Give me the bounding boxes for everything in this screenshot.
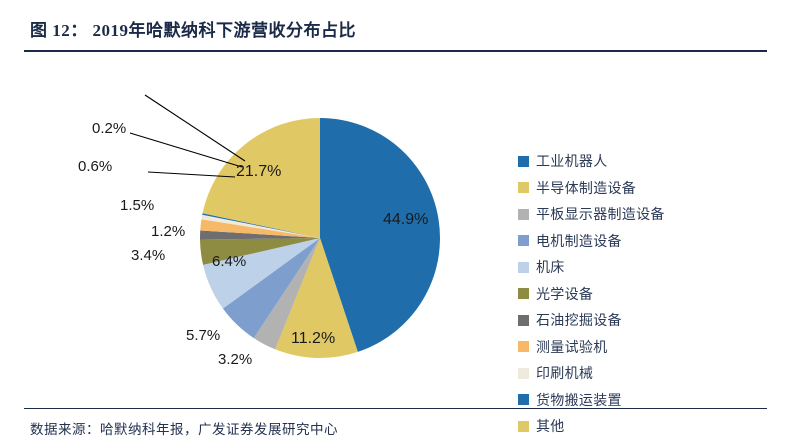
- pie-slice[interactable]: [275, 238, 358, 358]
- pie-slice[interactable]: [222, 238, 320, 339]
- slice-label-measuring: 1.5%: [120, 197, 155, 214]
- slice-label-cargo: 0.2%: [92, 120, 127, 137]
- legend-item-label: 货物搬运装置: [536, 393, 622, 409]
- legend-item[interactable]: 测量试验机: [518, 334, 768, 361]
- legend-item-label: 平板显示器制造设备: [536, 208, 665, 224]
- pie-chart-svg: [129, 94, 440, 358]
- legend-swatch-icon: [518, 208, 529, 220]
- leader-line-group: [129, 94, 246, 178]
- legend-item-label: 机床: [536, 261, 565, 277]
- legend-swatch-icon: [518, 261, 529, 273]
- leader-line-cargo: [144, 94, 246, 162]
- legend-item-label: 石油挖掘设备: [536, 314, 622, 330]
- legend-swatch-icon: [518, 314, 529, 326]
- pie-slice[interactable]: [203, 238, 320, 309]
- legend-swatch-icon: [518, 367, 529, 379]
- pie-slice[interactable]: [253, 238, 320, 350]
- legend-item-label: 电机制造设备: [536, 234, 622, 250]
- legend-item-label: 工业机器人: [536, 155, 608, 171]
- leader-line-measuring: [147, 171, 236, 178]
- legend-swatch-icon: [518, 420, 529, 432]
- slice-label-other: 11.2%: [291, 330, 336, 347]
- legend-item[interactable]: 机床: [518, 254, 768, 281]
- slice-label-optical: 3.4%: [131, 247, 166, 264]
- legend-swatch-icon: [518, 182, 529, 194]
- pie-slice[interactable]: [200, 230, 320, 240]
- legend-item[interactable]: 其他: [518, 413, 768, 440]
- legend-swatch-icon: [518, 341, 529, 353]
- legend-item[interactable]: 货物搬运装置: [518, 387, 768, 414]
- pie-slice[interactable]: [202, 118, 320, 238]
- legend-swatch-icon: [518, 288, 529, 300]
- legend-item[interactable]: 半导体制造设备: [518, 175, 768, 202]
- slice-label-printing: 0.6%: [78, 158, 113, 175]
- legend-item[interactable]: 平板显示器制造设备: [518, 201, 768, 228]
- legend-swatch-icon: [518, 155, 529, 167]
- title-divider: [24, 50, 767, 52]
- page-title: 图 12： 2019年哈默纳科下游营收分布占比: [30, 21, 356, 40]
- leader-line-printing: [129, 132, 243, 168]
- pie-slice[interactable]: [200, 219, 320, 238]
- legend-item[interactable]: 石油挖掘设备: [518, 307, 768, 334]
- pie-chart: 44.9% 21.7% 11.2% 6.4% 5.7% 3.2% 3.4% 1.…: [0, 55, 791, 435]
- slice-label-motor: 5.7%: [186, 327, 221, 344]
- legend-item[interactable]: 光学设备: [518, 281, 768, 308]
- pie-slice-group: [200, 118, 440, 358]
- legend-item-label: 其他: [536, 420, 565, 436]
- chart-legend: 工业机器人半导体制造设备平板显示器制造设备 电机制造设备 机床光学设备石油挖掘设备测…: [518, 148, 768, 440]
- legend-swatch-icon: [518, 394, 529, 406]
- legend-item[interactable]: 印刷机械: [518, 360, 768, 387]
- pie-slice[interactable]: [202, 213, 320, 238]
- legend-item-label: 光学设备: [536, 287, 594, 303]
- legend-item-label: 测量试验机: [536, 340, 608, 356]
- pie-slice[interactable]: [201, 214, 320, 238]
- slice-label-flat-panel: 3.2%: [218, 351, 253, 368]
- source-divider: [24, 408, 767, 409]
- pie-slice[interactable]: [320, 118, 440, 352]
- legend-item-label: 半导体制造设备: [536, 181, 637, 197]
- slice-label-machine-tool: 6.4%: [212, 253, 247, 270]
- legend-item[interactable]: 工业机器人: [518, 148, 768, 175]
- legend-swatch-icon: [518, 235, 529, 247]
- slice-label-robot: 44.9%: [383, 211, 429, 228]
- pie-slice[interactable]: [200, 238, 320, 265]
- legend-item-label: 印刷机械: [536, 367, 594, 383]
- source-note: 数据来源：哈默纳科年报，广发证券发展研究中心: [30, 422, 338, 437]
- legend-item[interactable]: 电机制造设备: [518, 228, 768, 255]
- slice-label-semiconductor: 21.7%: [236, 163, 282, 180]
- slice-label-oil: 1.2%: [151, 223, 186, 240]
